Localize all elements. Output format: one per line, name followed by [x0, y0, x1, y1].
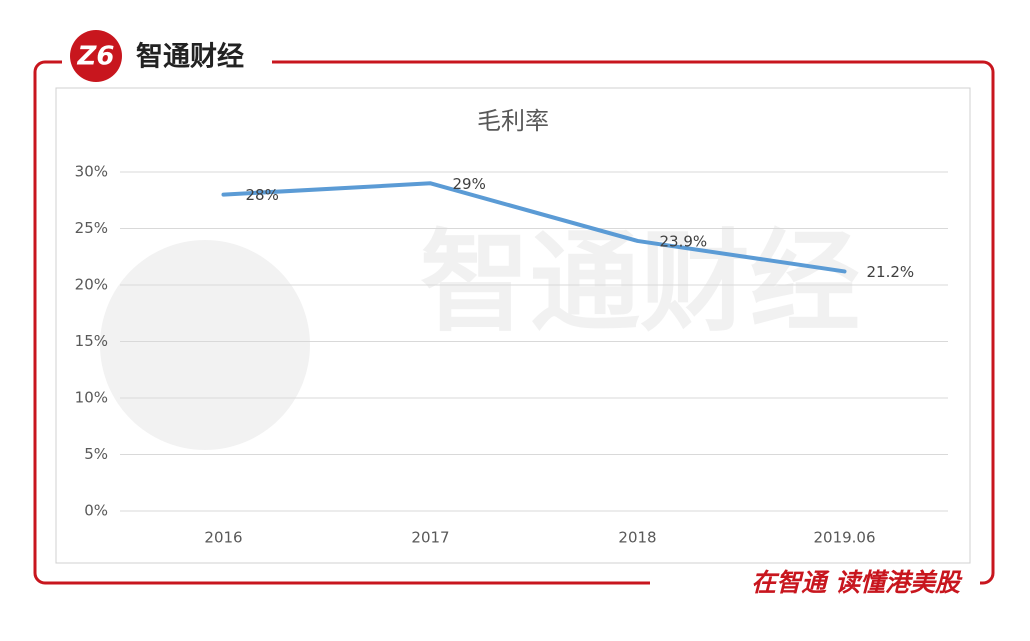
- data-label: 23.9%: [660, 232, 708, 250]
- chart-title: 毛利率: [477, 107, 549, 135]
- y-tick-label: 0%: [84, 502, 108, 520]
- plot-frame: [55, 87, 971, 564]
- watermark: 智通财经: [420, 218, 860, 346]
- brand: 智通财经: [136, 41, 244, 73]
- y-tick-label: 20%: [75, 276, 108, 294]
- logo: [70, 30, 122, 82]
- frame: [33, 60, 995, 585]
- y-tick-label: 25%: [75, 219, 108, 237]
- data-label: 28%: [246, 186, 279, 204]
- y-tick-label: 5%: [84, 445, 108, 463]
- x-tick-label: 2019.06: [813, 529, 875, 547]
- x-tick-label: 2018: [618, 529, 656, 547]
- y-tick-label: 15%: [75, 332, 108, 350]
- data-label: 21.2%: [867, 263, 915, 281]
- y-tick-label: 30%: [75, 163, 108, 181]
- x-tick-label: 2017: [411, 529, 449, 547]
- watermark-logo: [100, 240, 310, 450]
- logo-mark: Z6: [77, 42, 115, 72]
- slogan: 在智通 读懂港美股: [751, 568, 963, 597]
- y-tick-label: 10%: [75, 389, 108, 407]
- data-line: [221, 181, 847, 274]
- x-tick-label: 2016: [204, 529, 242, 547]
- frame-gap: [650, 566, 980, 602]
- data-label: 29%: [453, 175, 486, 193]
